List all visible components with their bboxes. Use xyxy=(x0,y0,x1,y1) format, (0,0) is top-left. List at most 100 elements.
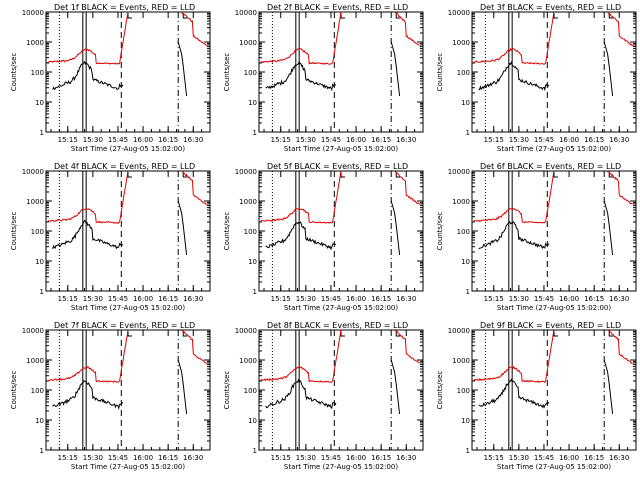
interval-marker xyxy=(553,331,558,337)
events-series-line xyxy=(478,221,550,250)
x-tick-label: 15:30 xyxy=(296,136,316,144)
x-axis-label: Start Time (27-Aug-05 15:02:00) xyxy=(497,304,611,312)
x-tick-label: 15:45 xyxy=(534,454,554,462)
plot-frame xyxy=(45,170,211,292)
y-tick-label: 1 xyxy=(253,129,257,137)
interval-marker xyxy=(127,13,132,19)
x-tick-label: 16:30 xyxy=(396,295,416,303)
plot-frame xyxy=(258,329,424,451)
y-tick-label: 10 xyxy=(35,99,44,107)
events-series-line xyxy=(603,359,614,415)
x-tick-label: 16:00 xyxy=(346,136,366,144)
y-tick-label: 10000 xyxy=(235,168,257,176)
y-tick-label: 1 xyxy=(253,288,257,296)
events-series-line xyxy=(603,200,614,256)
x-tick-label: 15:15 xyxy=(58,136,78,144)
interval-marker xyxy=(608,13,614,19)
interval-marker xyxy=(553,172,558,178)
y-tick-label: 10000 xyxy=(22,327,44,335)
lld-series-line xyxy=(473,12,634,65)
lld-series-line xyxy=(47,330,208,383)
panel-title: Det 7f BLACK = Events, RED = LLD xyxy=(54,321,195,330)
y-tick-label: 1000 xyxy=(452,39,470,47)
y-tick-label: 1000 xyxy=(452,357,470,365)
x-tick-label: 16:30 xyxy=(183,136,203,144)
y-tick-label: 100 xyxy=(31,228,44,236)
y-tick-label: 1 xyxy=(466,129,470,137)
x-tick-label: 15:15 xyxy=(484,295,504,303)
x-tick-label: 16:00 xyxy=(133,295,153,303)
y-tick-label: 100 xyxy=(244,228,257,236)
y-tick-label: 100 xyxy=(244,387,257,395)
y-tick-label: 10000 xyxy=(448,9,470,17)
x-tick-label: 15:15 xyxy=(58,454,78,462)
y-tick-label: 1000 xyxy=(239,39,257,47)
x-tick-label: 16:00 xyxy=(133,454,153,462)
x-tick-label: 15:15 xyxy=(484,136,504,144)
x-tick-label: 16:15 xyxy=(371,454,391,462)
y-tick-label: 100 xyxy=(31,69,44,77)
x-tick-label: 16:30 xyxy=(609,295,629,303)
x-tick-label: 16:15 xyxy=(584,136,604,144)
x-tick-label: 15:45 xyxy=(534,295,554,303)
y-axis-label: Counts/sec xyxy=(10,53,18,92)
events-series-line xyxy=(390,359,401,415)
y-tick-label: 100 xyxy=(457,228,470,236)
panel-title: Det 4f BLACK = Events, RED = LLD xyxy=(54,162,195,171)
x-tick-label: 15:45 xyxy=(534,136,554,144)
interval-marker xyxy=(340,172,345,178)
detector-panel: Det 7f BLACK = Events, RED = LLD 1 10 100 10… xyxy=(10,321,211,471)
x-tick-label: 16:15 xyxy=(158,295,178,303)
plot-frame xyxy=(45,329,211,451)
lld-series-line xyxy=(260,330,420,383)
lld-series-line xyxy=(473,330,634,384)
detector-panel: Det 5f BLACK = Events, RED = LLD 1 10 100 10… xyxy=(223,162,424,312)
lld-series-line xyxy=(47,12,208,65)
y-tick-label: 10 xyxy=(461,99,470,107)
events-series-line xyxy=(52,60,124,91)
y-tick-label: 1 xyxy=(253,447,257,455)
plot-frame xyxy=(258,11,424,133)
panel-title: Det 2f BLACK = Events, RED = LLD xyxy=(267,3,408,12)
plot-frame xyxy=(45,11,211,133)
detector-panel: Det 6f BLACK = Events, RED = LLD 1 10 100 10… xyxy=(436,162,637,312)
y-tick-label: 10000 xyxy=(448,168,470,176)
x-tick-label: 16:15 xyxy=(158,136,178,144)
interval-marker xyxy=(127,331,132,337)
lld-series-line xyxy=(260,12,420,65)
interval-marker xyxy=(395,13,401,19)
y-axis-label: Counts/sec xyxy=(223,212,231,251)
y-axis-label: Counts/sec xyxy=(436,53,444,92)
x-tick-label: 15:15 xyxy=(271,454,291,462)
y-axis-label: Counts/sec xyxy=(223,371,231,410)
x-axis-label: Start Time (27-Aug-05 15:02:00) xyxy=(497,463,611,471)
interval-marker xyxy=(182,172,188,178)
y-tick-label: 1000 xyxy=(239,198,257,206)
y-axis-label: Counts/sec xyxy=(223,53,231,92)
y-tick-label: 10000 xyxy=(448,327,470,335)
x-tick-label: 15:15 xyxy=(484,454,504,462)
x-tick-label: 16:00 xyxy=(559,454,579,462)
lld-series-line xyxy=(473,171,633,224)
x-axis-label: Start Time (27-Aug-05 15:02:00) xyxy=(71,304,185,312)
detector-panel: Det 8f BLACK = Events, RED = LLD 1 10 100 10… xyxy=(223,321,424,471)
x-axis-label: Start Time (27-Aug-05 15:02:00) xyxy=(71,463,185,471)
events-series-line xyxy=(52,219,124,250)
x-axis-label: Start Time (27-Aug-05 15:02:00) xyxy=(284,463,398,471)
x-tick-label: 15:45 xyxy=(108,136,128,144)
x-tick-label: 15:30 xyxy=(296,295,316,303)
interval-marker xyxy=(127,172,132,178)
y-tick-label: 10000 xyxy=(22,168,44,176)
x-tick-label: 15:30 xyxy=(83,295,103,303)
detector-panel: Det 4f BLACK = Events, RED = LLD 1 10 100 10… xyxy=(10,162,211,312)
y-tick-label: 1000 xyxy=(239,357,257,365)
x-tick-label: 16:00 xyxy=(559,136,579,144)
x-tick-label: 16:30 xyxy=(396,136,416,144)
y-tick-label: 1 xyxy=(466,288,470,296)
x-tick-label: 15:30 xyxy=(296,454,316,462)
detector-panel: Det 9f BLACK = Events, RED = LLD 1 10 100 10… xyxy=(436,321,637,471)
x-tick-label: 15:30 xyxy=(83,136,103,144)
y-tick-label: 100 xyxy=(457,69,470,77)
x-tick-label: 15:30 xyxy=(509,454,529,462)
